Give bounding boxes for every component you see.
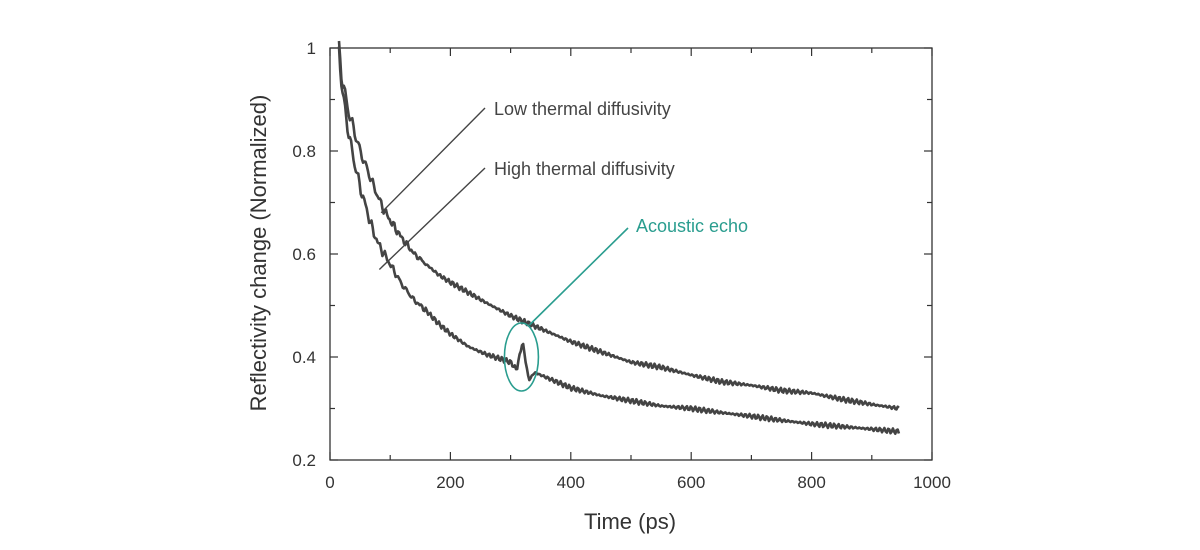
annotation-label-low: Low thermal diffusivity [494,99,671,119]
annotation-leader-high [378,167,486,270]
x-tick-label: 200 [436,473,464,492]
y-tick-label: 0.6 [292,245,316,264]
y-axis-title: Reflectivity change (Normalized) [246,95,271,412]
series-line-2 [337,46,901,435]
y-tick-label: 0.8 [292,142,316,161]
series-line-1 [337,40,900,411]
x-tick-label: 0 [325,473,334,492]
x-tick-label: 600 [677,473,705,492]
acoustic-echo-ellipse [503,322,540,392]
annotation-leader-low [380,107,486,214]
y-tick-label: 1 [307,39,316,58]
axis-ticks [329,47,933,461]
y-tick-label: 0.4 [292,348,316,367]
annotation-label-high: High thermal diffusivity [494,159,675,179]
annotations: Low thermal diffusivity High thermal diff… [378,99,748,392]
x-tick-label: 1000 [913,473,951,492]
x-tick-label: 400 [557,473,585,492]
y-tick-label: 0.2 [292,451,316,470]
annotation-label-echo: Acoustic echo [636,216,748,236]
series-lines [337,40,901,435]
tick-labels: 0 200 400 600 800 1000 0.2 0.4 0.6 0.8 1 [292,39,951,492]
x-axis-title: Time (ps) [584,509,676,534]
annotation-leader-echo [528,227,629,326]
x-tick-label: 800 [797,473,825,492]
